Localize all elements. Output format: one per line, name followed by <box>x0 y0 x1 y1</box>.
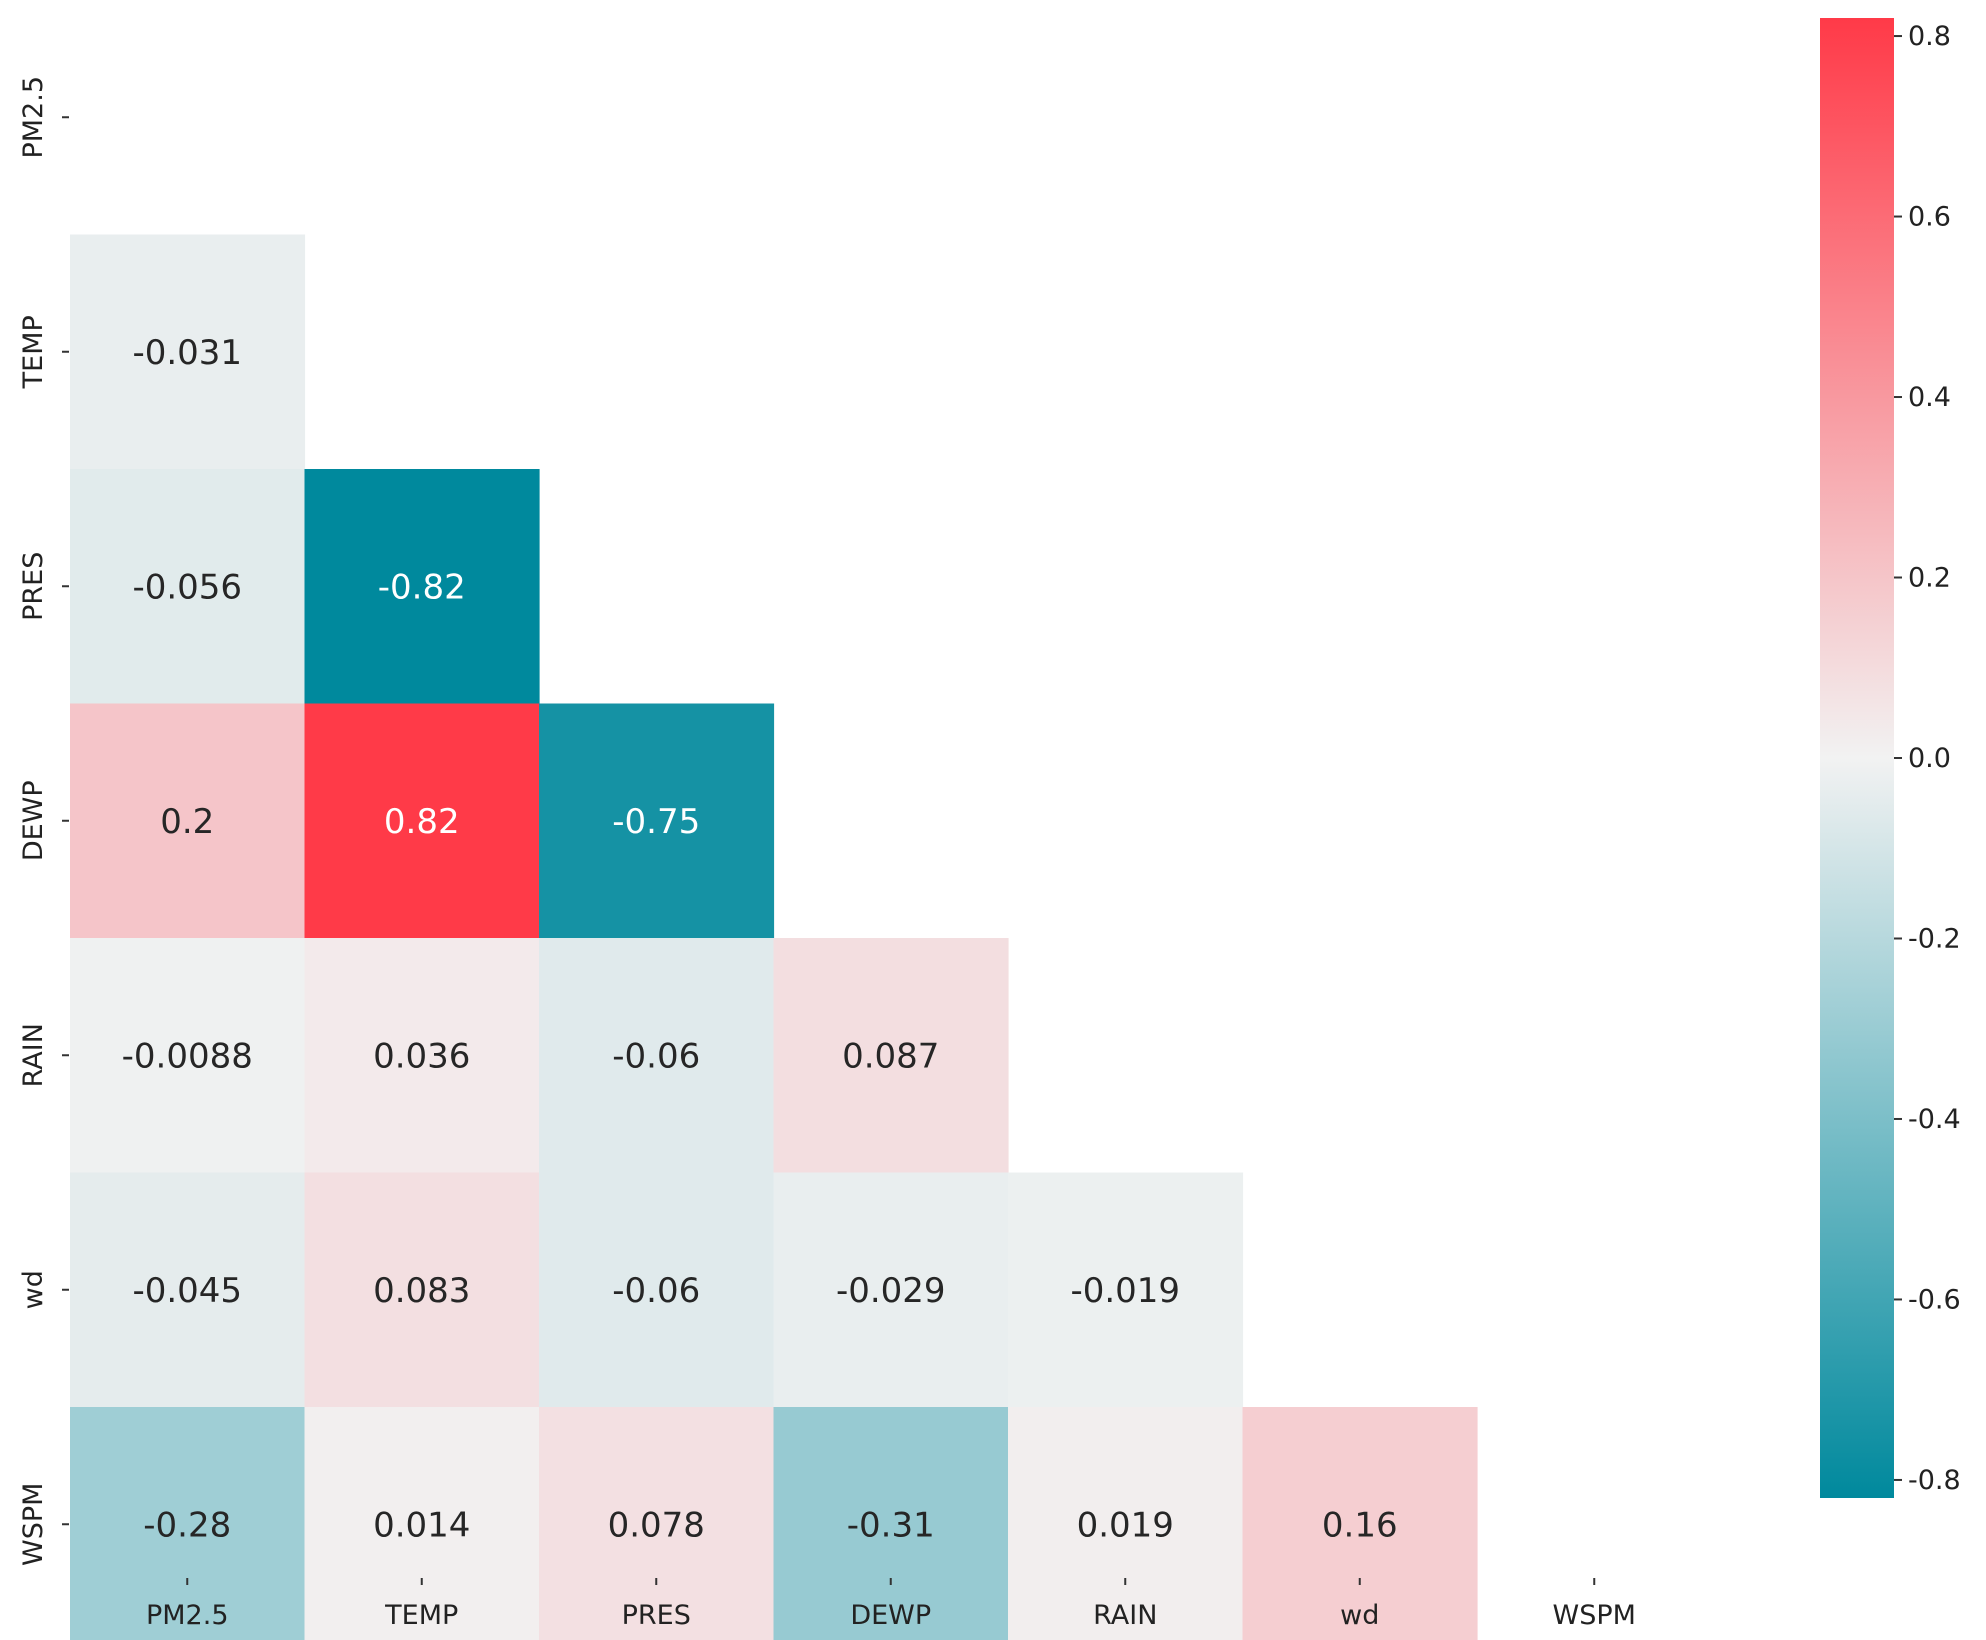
cell-value-label: 0.82 <box>384 802 460 842</box>
y-tick-label: DEWP <box>18 780 49 861</box>
cell-RAIN-TEMP <box>304 938 540 1174</box>
cell-value-label: 0.083 <box>373 1271 470 1311</box>
cell-value-label: -0.045 <box>132 1271 242 1311</box>
cell-value-label: 0.019 <box>1077 1505 1174 1545</box>
heatmap-cell: 0.078 <box>539 1407 775 1640</box>
cell-wd-TEMP <box>304 1172 540 1408</box>
colorbar-tick-label: 0.2 <box>1908 563 1951 594</box>
cell-value-label: 0.014 <box>373 1505 470 1545</box>
cell-value-label: 0.16 <box>1322 1505 1398 1545</box>
x-tick-label: PM2.5 <box>146 1600 229 1631</box>
colorbar: 0.8 0.6 0.4 0.2 0.0 -0.2 -0.4 -0.6 -0.8 <box>1820 18 1961 1498</box>
y-tick-label: PRES <box>18 552 49 621</box>
heatmap-cell: -0.056 <box>70 469 306 705</box>
cell-value-label: -0.019 <box>1070 1271 1180 1311</box>
cell-DEWP-PRES <box>539 703 775 939</box>
heatmap-cells: -0.031 -0.056 -0.82 0.2 0.82 -0.75 -0.0088 0.03… <box>70 234 1478 1640</box>
cell-WSPM-wd <box>1242 1407 1478 1640</box>
cell-WSPM-TEMP <box>304 1407 540 1640</box>
cell-DEWP-PM2.5 <box>70 703 306 939</box>
colorbar-tick-label: 0.6 <box>1908 202 1951 233</box>
cell-value-label: 0.2 <box>160 802 214 842</box>
x-tick-label: wd <box>1340 1600 1379 1631</box>
heatmap-cell: -0.06 <box>539 938 775 1174</box>
colorbar-tick-label: 0.0 <box>1908 743 1951 774</box>
cell-value-label: -0.31 <box>847 1505 935 1545</box>
heatmap-cell: -0.0088 <box>70 938 306 1174</box>
cell-RAIN-PM2.5 <box>70 938 306 1174</box>
cell-value-label: -0.0088 <box>122 1036 253 1076</box>
colorbar-tick-label: -0.4 <box>1908 1104 1961 1135</box>
heatmap-cell: 0.82 <box>304 703 540 939</box>
y-tick-label: TEMP <box>18 315 49 389</box>
cell-WSPM-RAIN <box>1008 1407 1244 1640</box>
heatmap-cell: -0.031 <box>70 234 306 470</box>
heatmap-cell: 0.014 <box>304 1407 540 1640</box>
cell-value-label: 0.036 <box>373 1036 470 1076</box>
heatmap-cell: -0.82 <box>304 469 540 705</box>
colorbar-tick-label: 0.4 <box>1908 382 1951 413</box>
cell-PRES-TEMP <box>304 469 540 705</box>
heatmap-cell: -0.75 <box>539 703 775 939</box>
cell-RAIN-PRES <box>539 938 775 1174</box>
cell-value-label: 0.078 <box>608 1505 705 1545</box>
cell-value-label: 0.087 <box>842 1036 939 1076</box>
colorbar-tick-label: -0.6 <box>1908 1284 1961 1315</box>
heatmap-cell: 0.019 <box>1008 1407 1244 1640</box>
cell-value-label: -0.056 <box>132 567 242 607</box>
heatmap-cell: -0.019 <box>1008 1172 1244 1408</box>
cell-value-label: -0.82 <box>378 567 466 607</box>
cell-TEMP-PM2.5 <box>70 234 306 470</box>
x-axis: PM2.5 TEMP PRES DEWP RAIN wd WSPM <box>146 1578 1636 1631</box>
y-tick-label: wd <box>18 1270 49 1309</box>
x-tick-label: TEMP <box>384 1600 458 1631</box>
y-tick-label: RAIN <box>18 1023 49 1087</box>
heatmap-cell: 0.083 <box>304 1172 540 1408</box>
x-tick-label: WSPM <box>1553 1600 1636 1631</box>
heatmap-cell: 0.087 <box>773 938 1009 1174</box>
heatmap-cell: -0.31 <box>773 1407 1009 1640</box>
cell-WSPM-PM2.5 <box>70 1407 306 1640</box>
cell-wd-PM2.5 <box>70 1172 306 1408</box>
y-tick-label: WSPM <box>18 1483 49 1566</box>
colorbar-tick-label: 0.8 <box>1908 21 1951 52</box>
cell-value-label: -0.029 <box>836 1271 946 1311</box>
cell-WSPM-DEWP <box>773 1407 1009 1640</box>
cell-value-label: -0.031 <box>132 333 242 373</box>
colorbar-tick-label: -0.8 <box>1908 1465 1961 1496</box>
x-tick-label: RAIN <box>1093 1600 1157 1631</box>
heatmap-cell: -0.045 <box>70 1172 306 1408</box>
colorbar-tick-label: -0.2 <box>1908 923 1961 954</box>
cell-DEWP-TEMP <box>304 703 540 939</box>
heatmap-cell: -0.06 <box>539 1172 775 1408</box>
y-axis: PM2.5 TEMP PRES DEWP RAIN wd WSPM <box>18 76 69 1566</box>
colorbar-gradient <box>1820 18 1894 1498</box>
heatmap-cell: 0.2 <box>70 703 306 939</box>
heatmap-cell: 0.036 <box>304 938 540 1174</box>
cell-value-label: -0.28 <box>143 1505 231 1545</box>
cell-value-label: -0.06 <box>612 1271 700 1311</box>
cell-value-label: -0.75 <box>612 802 700 842</box>
x-tick-label: DEWP <box>850 1600 931 1631</box>
heatmap-cell: -0.029 <box>773 1172 1009 1408</box>
cell-value-label: -0.06 <box>612 1036 700 1076</box>
cell-PRES-PM2.5 <box>70 469 306 705</box>
x-tick-label: PRES <box>622 1600 691 1631</box>
cell-WSPM-PRES <box>539 1407 775 1640</box>
cell-wd-DEWP <box>773 1172 1009 1408</box>
cell-wd-PRES <box>539 1172 775 1408</box>
heatmap-cell: 0.16 <box>1242 1407 1478 1640</box>
cell-wd-RAIN <box>1008 1172 1244 1408</box>
heatmap-cell: -0.28 <box>70 1407 306 1640</box>
cell-RAIN-DEWP <box>773 938 1009 1174</box>
y-tick-label: PM2.5 <box>18 76 49 159</box>
